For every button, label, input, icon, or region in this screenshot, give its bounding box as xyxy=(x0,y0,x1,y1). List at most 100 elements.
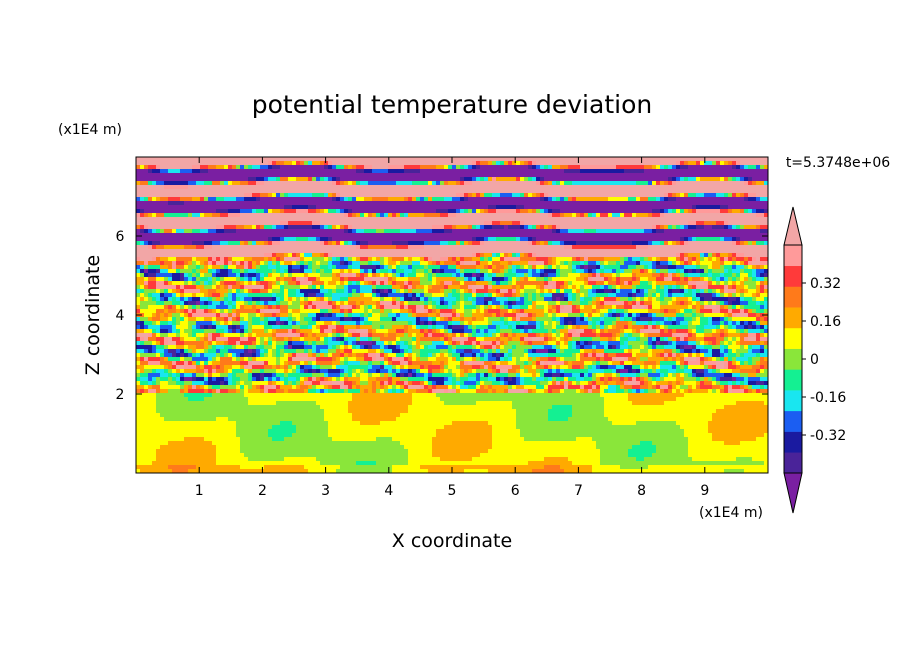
heatmap-cell xyxy=(728,217,733,222)
heatmap-cell xyxy=(524,229,529,234)
heatmap-cell xyxy=(536,273,541,278)
heatmap-cell xyxy=(376,205,381,210)
heatmap-cell xyxy=(752,193,757,198)
heatmap-cell xyxy=(664,209,669,214)
heatmap-cell xyxy=(600,273,605,278)
heatmap-cell xyxy=(756,177,761,182)
heatmap-cell xyxy=(712,201,717,206)
heatmap-cell xyxy=(212,181,217,186)
heatmap-cell xyxy=(764,257,768,262)
heatmap-cell xyxy=(616,205,621,210)
heatmap-cell xyxy=(280,221,285,226)
heatmap-cell xyxy=(584,173,589,178)
heatmap-cell xyxy=(688,277,693,282)
heatmap-cell xyxy=(256,281,261,286)
heatmap-cell xyxy=(524,241,529,246)
heatmap-cell xyxy=(284,161,289,166)
heatmap-cell xyxy=(744,209,749,214)
heatmap-cell xyxy=(192,269,197,274)
heatmap-cell xyxy=(240,161,245,166)
heatmap-cell xyxy=(244,225,249,230)
heatmap-cell xyxy=(172,261,177,266)
heatmap-cell xyxy=(476,241,481,246)
heatmap-cell xyxy=(232,221,237,226)
heatmap-cell xyxy=(584,245,589,250)
heatmap-cell xyxy=(172,217,177,222)
heatmap-cell xyxy=(352,197,357,202)
heatmap-cell xyxy=(376,281,381,286)
heatmap-cell xyxy=(528,165,533,170)
heatmap-cell xyxy=(148,173,153,178)
heatmap-cell xyxy=(140,165,145,170)
heatmap-cell xyxy=(592,157,597,162)
heatmap-cell xyxy=(428,181,433,186)
heatmap-cell xyxy=(356,221,361,226)
heatmap-cell xyxy=(404,245,409,250)
heatmap-cell xyxy=(160,229,165,234)
heatmap-cell xyxy=(360,261,365,266)
heatmap-cell xyxy=(316,261,321,266)
heatmap-cell xyxy=(148,225,153,230)
heatmap-cell xyxy=(564,277,569,282)
heatmap-cell xyxy=(308,157,313,162)
heatmap-cell xyxy=(460,177,465,182)
heatmap-cell xyxy=(460,205,465,210)
heatmap-cell xyxy=(244,157,249,162)
heatmap-cell xyxy=(372,189,377,194)
heatmap-cell xyxy=(228,157,233,162)
heatmap-cell xyxy=(340,233,345,238)
heatmap-cell xyxy=(408,249,413,254)
heatmap-cell xyxy=(140,249,145,254)
heatmap-cell xyxy=(136,189,141,194)
heatmap-cell xyxy=(364,185,369,190)
heatmap-cell xyxy=(648,189,653,194)
heatmap-cell xyxy=(308,201,313,206)
heatmap-cell xyxy=(720,197,725,202)
heatmap-cell xyxy=(416,253,421,258)
heatmap-cell xyxy=(296,213,301,218)
heatmap-cell xyxy=(660,249,665,254)
heatmap-cell xyxy=(256,233,261,238)
heatmap-cell xyxy=(556,221,561,226)
heatmap-cell xyxy=(656,221,661,226)
heatmap-cell xyxy=(480,157,485,162)
heatmap-cell xyxy=(172,245,177,250)
heatmap-cell xyxy=(356,253,361,258)
heatmap-cell xyxy=(580,237,585,242)
heatmap-cell xyxy=(244,257,249,262)
heatmap-cell xyxy=(280,161,285,166)
heatmap-cell xyxy=(500,185,505,190)
heatmap-cell xyxy=(312,221,317,226)
heatmap-cell xyxy=(652,261,657,266)
heatmap-cell xyxy=(756,189,761,194)
heatmap-cell xyxy=(756,273,761,278)
heatmap-cell xyxy=(520,229,525,234)
heatmap-cell xyxy=(248,189,253,194)
heatmap-cell xyxy=(736,217,741,222)
heatmap-cell xyxy=(436,201,441,206)
heatmap-cell xyxy=(688,213,693,218)
heatmap-cell xyxy=(228,265,233,270)
heatmap-cell xyxy=(688,221,693,226)
heatmap-cell xyxy=(616,173,621,178)
heatmap-cell xyxy=(636,221,641,226)
heatmap-cell xyxy=(408,217,413,222)
heatmap-cell xyxy=(548,225,553,230)
heatmap-cell xyxy=(328,253,333,258)
heatmap-cell xyxy=(388,221,393,226)
heatmap-cell xyxy=(712,245,717,250)
heatmap-cell xyxy=(564,185,569,190)
heatmap-cell xyxy=(312,269,317,274)
heatmap-cell xyxy=(136,185,141,190)
heatmap-cell xyxy=(160,197,165,202)
heatmap-cell xyxy=(380,201,385,206)
heatmap-cell xyxy=(280,209,285,214)
heatmap-cell xyxy=(340,229,345,234)
heatmap-cell xyxy=(460,185,465,190)
heatmap-cell xyxy=(260,169,265,174)
heatmap-cell xyxy=(148,245,153,250)
heatmap-cell xyxy=(616,273,621,278)
heatmap-cell xyxy=(320,213,325,218)
heatmap-cell xyxy=(428,193,433,198)
heatmap-cell xyxy=(336,201,341,206)
